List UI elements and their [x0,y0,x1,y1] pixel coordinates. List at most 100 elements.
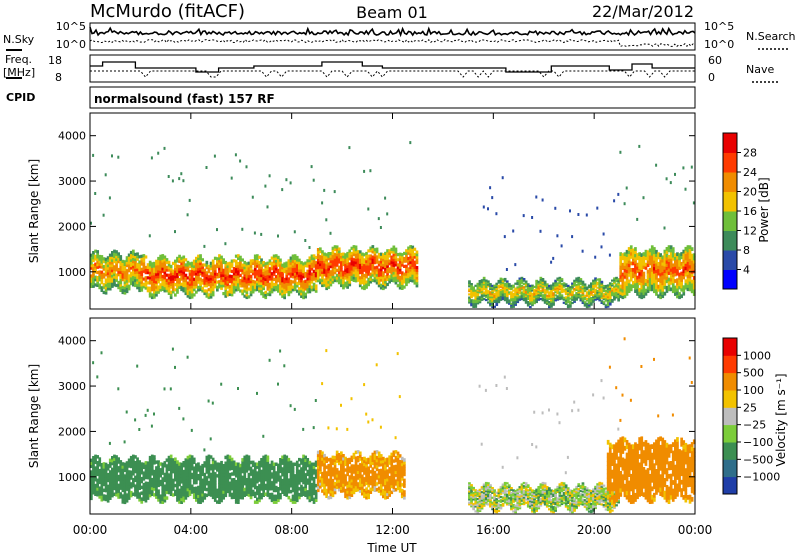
heatmap-cell [680,265,683,269]
heatmap-cell [127,484,131,489]
heatmap-cell [325,255,328,259]
heatmap-cell [518,285,522,288]
heatmap-cell [226,477,230,482]
heatmap-cell [489,284,492,287]
heatmap-cell [308,469,312,473]
heatmap-cell [470,292,473,295]
heatmap-cell [314,284,318,288]
heatmap-cell [394,247,398,251]
colorbar-tick-label: 20 [743,186,757,199]
heatmap-cell [499,280,503,283]
heatmap-cell [587,297,591,300]
heatmap-cell [415,250,419,254]
heatmap-cell [348,475,352,479]
heatmap-cell [100,260,104,264]
heatmap-cell [373,268,377,272]
heatmap-cell [115,490,118,494]
heatmap-cell [653,289,656,294]
heatmap-cell [627,256,631,261]
heatmap-cell [625,292,629,296]
heatmap-cell [377,284,381,288]
heatmap-cell [226,267,230,271]
heatmap-cell [365,259,368,263]
heatmap-cell [325,456,328,461]
heatmap-cell [602,286,606,289]
heatmap-cell [598,297,602,300]
heatmap-cell [243,281,247,285]
heatmap-cell [394,268,398,272]
heatmap-cell [331,272,335,276]
heatmap-cell [249,280,253,284]
heatmap-cell [321,265,324,269]
heatmap-cell [163,258,167,262]
heatmap-cell [489,302,492,305]
heatmap-cell [344,468,347,472]
heatmap-cell [327,252,331,256]
heatmap-cell [524,283,528,286]
heatmap-cell [306,469,310,474]
heatmap-cell [199,287,202,292]
heatmap-cell [264,262,268,266]
heatmap-cell [167,464,171,469]
heatmap-cell [148,458,152,463]
heatmap-cell [564,293,568,296]
heatmap-cell [684,285,688,290]
heatmap-cell [611,292,614,295]
heatmap-cell [134,461,137,465]
heatmap-cell [535,287,538,291]
heatmap-cell [323,257,326,261]
heatmap-cell [228,455,232,459]
heatmap-cell [295,266,299,270]
heatmap-cell [482,291,486,294]
heatmap-cell [312,277,316,281]
heatmap-cell [293,488,297,493]
heatmap-cell [323,273,326,277]
heatmap-cell [543,293,547,296]
heatmap-cell [260,284,263,288]
heatmap-cell [171,481,175,485]
heatmap-cell [197,288,200,292]
heatmap-cell [340,483,343,487]
heatmap-cell [587,284,591,287]
heatmap-cell [287,277,291,281]
heatmap-cell [123,486,127,490]
heatmap-cell [340,263,343,267]
heatmap-cell [646,276,650,280]
heatmap-cell [386,262,389,266]
heatmap-cell [279,478,282,482]
heatmap-cell [661,284,665,289]
heatmap-cell [184,490,188,494]
heatmap-cell [96,463,99,468]
heatmap-cell [394,271,398,275]
heatmap-cell [281,276,284,280]
heatmap-cell [539,280,543,283]
heatmap-cell [113,454,116,459]
heatmap-cell [361,268,364,272]
heatmap-cell [119,468,123,473]
heatmap-cell [539,284,543,288]
heatmap-cell [163,478,167,483]
heatmap-cell [329,463,333,468]
heatmap-cell [258,276,261,280]
heatmap-cell [264,492,268,496]
heatmap-cell [369,257,373,261]
heatmap-cell [283,480,286,485]
heatmap-cell [188,472,192,476]
heatmap-cell [331,467,335,471]
heatmap-cell [316,250,320,254]
heatmap-cell [627,273,631,277]
heatmap-cell [258,495,261,500]
heatmap-cell [287,460,291,465]
heatmap-cell [655,272,658,277]
heatmap-cell [289,489,293,494]
heatmap-cell [520,286,524,289]
heatmap-cell [333,255,337,259]
heatmap-cell [344,273,347,278]
heatmap-cell [684,263,688,267]
heatmap-cell [581,292,585,295]
heatmap-cell [142,267,146,271]
heatmap-cell [209,478,213,483]
heatmap-cell [285,481,289,486]
heatmap-cell [690,289,694,294]
heatmap-cell [117,254,120,259]
